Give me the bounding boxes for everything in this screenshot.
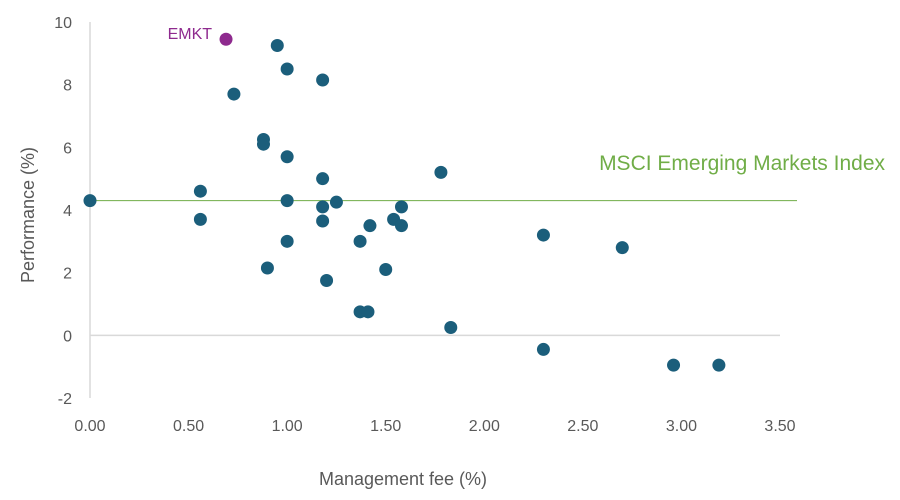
x-tick-label: 1.50	[370, 418, 401, 435]
y-tick-labels: -2 0 2 4 6 8 10	[54, 15, 72, 408]
x-axis-title: Management fee (%)	[319, 469, 487, 489]
data-point	[280, 234, 294, 248]
data-point	[536, 342, 550, 356]
highlight-point-label: EMKT	[168, 26, 213, 43]
highlight-point	[219, 32, 233, 46]
data-point	[193, 212, 207, 226]
y-tick-label: 10	[54, 15, 72, 32]
data-points	[83, 39, 726, 372]
data-point	[363, 219, 377, 233]
y-tick-label: 4	[63, 203, 72, 220]
data-point	[280, 150, 294, 164]
data-point	[83, 194, 97, 208]
data-point	[394, 200, 408, 214]
data-point	[394, 219, 408, 233]
data-point	[434, 165, 448, 179]
y-tick-label: 2	[63, 266, 72, 283]
y-tick-label: 8	[63, 78, 72, 95]
data-point	[667, 358, 681, 372]
x-tick-label: 0.00	[74, 418, 105, 435]
data-point	[444, 321, 458, 334]
data-point	[316, 214, 330, 228]
data-point	[280, 194, 294, 208]
x-tick-label: 3.00	[666, 418, 697, 435]
y-axis-title: Performance (%)	[18, 147, 38, 283]
data-point	[379, 263, 393, 277]
data-point	[260, 261, 274, 275]
x-tick-label: 3.50	[764, 418, 795, 435]
data-point	[712, 358, 726, 372]
data-point	[280, 62, 294, 76]
data-point	[329, 195, 343, 209]
data-point	[615, 241, 629, 255]
y-tick-label: -2	[58, 391, 72, 408]
data-point	[536, 228, 550, 242]
y-tick-label: 6	[63, 140, 72, 157]
x-tick-label: 2.50	[567, 418, 598, 435]
data-point	[270, 39, 284, 52]
reference-line-label: MSCI Emerging Markets Index	[599, 152, 885, 175]
data-point	[316, 200, 330, 214]
x-tick-labels: 0.00 0.50 1.00 1.50 2.00 2.50 3.00 3.50	[74, 418, 795, 435]
data-point	[353, 234, 367, 248]
data-point	[227, 87, 241, 101]
x-tick-label: 1.00	[272, 418, 303, 435]
data-point	[193, 184, 207, 198]
data-point	[316, 172, 330, 186]
data-point	[361, 305, 375, 319]
data-point	[256, 137, 270, 151]
x-tick-label: 2.00	[469, 418, 500, 435]
data-point	[320, 274, 334, 287]
x-tick-label: 0.50	[173, 418, 204, 435]
y-tick-label: 0	[63, 328, 72, 345]
data-point	[316, 73, 330, 87]
